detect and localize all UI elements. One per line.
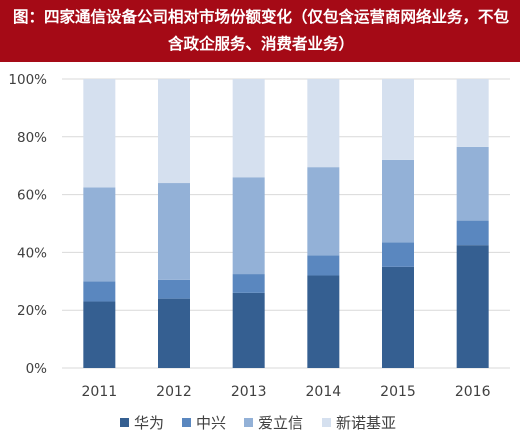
bar-segment xyxy=(158,279,190,299)
bar-segment xyxy=(83,301,116,368)
legend-swatch xyxy=(244,418,253,427)
y-tick-label: 0% xyxy=(26,361,48,377)
legend: 华为 中兴 爱立信 新诺基亚 xyxy=(120,414,396,432)
bar-segment xyxy=(232,292,265,368)
x-tick-label: 2012 xyxy=(156,384,192,400)
x-tick-label: 2013 xyxy=(231,384,267,400)
bar-segment xyxy=(158,183,190,280)
legend-label: 华为 xyxy=(134,414,164,432)
bar-segment xyxy=(83,79,116,188)
y-tick-label: 100% xyxy=(8,72,47,88)
legend-swatch xyxy=(120,418,129,427)
legend-label: 新诺基亚 xyxy=(336,414,396,432)
bars xyxy=(83,79,489,368)
bar-segment xyxy=(307,167,340,256)
x-tick-label: 2015 xyxy=(380,384,416,400)
bar-segment xyxy=(307,255,340,276)
legend-swatch xyxy=(182,418,191,427)
y-tick-label: 40% xyxy=(17,245,47,261)
bar-segment xyxy=(232,274,265,293)
bar-segment xyxy=(456,79,489,147)
bar-segment xyxy=(456,146,489,221)
bar-segment xyxy=(456,220,489,246)
gridlines xyxy=(62,78,510,369)
chart-area: 0% 20% 40% 60% 80% 100% 2011 2012 2013 2014 2015 2… xyxy=(0,62,520,441)
y-tick-label: 80% xyxy=(17,130,47,146)
bar-segment xyxy=(307,275,340,368)
bar-segment xyxy=(158,79,190,184)
legend-label: 爱立信 xyxy=(258,414,303,432)
bar-segment xyxy=(158,298,190,368)
chart-title: 图：四家通信设备公司相对市场份额变化（仅包含运营商网络业务，不包含政企服务、消费… xyxy=(12,7,509,53)
bar-segment xyxy=(382,266,414,368)
title-bar: 图：四家通信设备公司相对市场份额变化（仅包含运营商网络业务，不包含政企服务、消费… xyxy=(0,0,520,62)
y-tick-label: 60% xyxy=(17,188,47,204)
legend-label: 中兴 xyxy=(196,414,226,432)
bar-segment xyxy=(83,187,116,282)
x-tick-label: 2014 xyxy=(306,384,342,400)
bar-segment xyxy=(83,281,116,302)
x-axis-ticks: 2011 2012 2013 2014 2015 2016 xyxy=(82,384,491,400)
bar-segment xyxy=(307,79,340,168)
bar-segment xyxy=(382,242,414,267)
bar-segment xyxy=(382,159,414,243)
x-tick-label: 2016 xyxy=(455,384,491,400)
stacked-bar-chart: 0%20%40%60%80%100% 2011 2012 2013 2014 2015 2… xyxy=(8,72,510,432)
bar-segment xyxy=(232,177,265,275)
bar-segment xyxy=(382,79,414,160)
x-tick-label: 2011 xyxy=(82,384,118,400)
y-axis-ticks: 0% 20% 40% 60% 80% 100% xyxy=(8,72,47,377)
bar-segment xyxy=(232,79,265,178)
y-tick-label: 20% xyxy=(17,303,47,319)
legend-swatch xyxy=(322,418,331,427)
bar-segment xyxy=(456,245,489,368)
